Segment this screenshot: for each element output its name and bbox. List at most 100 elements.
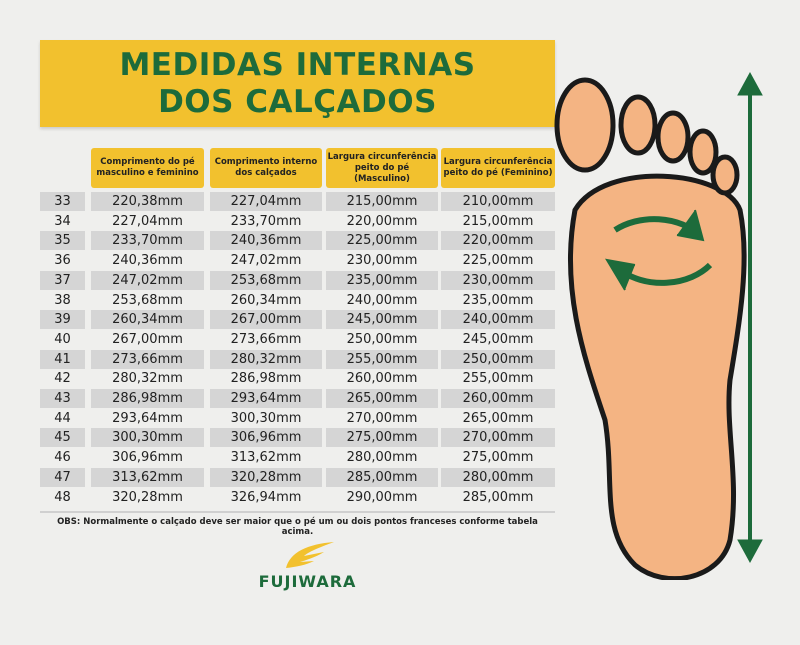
- cell-width-female: 285,00mm: [462, 489, 534, 505]
- cell-width-female: 210,00mm: [441, 192, 555, 211]
- title-line-1: MEDIDAS INTERNAS: [119, 46, 476, 83]
- cell-inner-length: 253,68mm: [210, 270, 322, 290]
- cell-size: 43: [40, 389, 85, 408]
- cell-inner-length: 240,36mm: [210, 231, 322, 251]
- cell-width-male: 250,00mm: [346, 331, 418, 347]
- cell-width-male: 220,00mm: [346, 213, 418, 229]
- cell-inner-length: 326,94mm: [230, 489, 302, 505]
- cell-foot-length: 240,36mm: [112, 253, 183, 269]
- cell-foot-length: 306,96mm: [112, 450, 183, 466]
- cell-foot-length: 253,68mm: [112, 292, 183, 308]
- cell-size: 33: [40, 192, 85, 211]
- cell-size: 40: [54, 331, 71, 347]
- cell-size: 42: [54, 371, 71, 387]
- note: OBS: Normalmente o calçado deve ser maio…: [40, 511, 555, 537]
- table-row: 34 227,04mm 233,70mm 220,00mm 215,00mm: [40, 212, 555, 231]
- cell-width-male: 265,00mm: [326, 389, 438, 408]
- cell-width-female: 270,00mm: [441, 428, 555, 448]
- header-shoe-inner-length: Comprimento interno dos calçados: [210, 148, 322, 188]
- cell-width-male: 235,00mm: [326, 270, 438, 290]
- cell-inner-length: 320,28mm: [210, 467, 322, 487]
- cell-width-male: 245,00mm: [326, 310, 438, 330]
- cell-size: 47: [40, 467, 85, 487]
- foot-illustration: [554, 71, 763, 580]
- cell-foot-length: 320,28mm: [112, 489, 183, 505]
- table-row: 36 240,36mm 247,02mm 230,00mm 225,00mm: [40, 251, 555, 270]
- cell-inner-length: 267,00mm: [210, 310, 322, 330]
- table-row: 46 306,96mm 313,62mm 280,00mm 275,00mm: [40, 448, 555, 467]
- cell-foot-length: 280,32mm: [112, 371, 183, 387]
- table-row: 40 267,00mm 273,66mm 250,00mm 245,00mm: [40, 330, 555, 349]
- cell-foot-length: 247,02mm: [91, 270, 204, 290]
- cell-size: 41: [40, 349, 85, 369]
- cell-width-male: 270,00mm: [346, 410, 418, 426]
- cell-inner-length: 300,30mm: [230, 410, 302, 426]
- cell-size: 38: [54, 292, 71, 308]
- table-row: 44 293,64mm 300,30mm 270,00mm 265,00mm: [40, 409, 555, 428]
- table-row: 33 220,38mm 227,04mm 215,00mm 210,00mm: [40, 192, 555, 211]
- table-row: 47 313,62mm 320,28mm 285,00mm 280,00mm: [40, 467, 555, 487]
- cell-width-male: 285,00mm: [326, 467, 438, 487]
- table-row: 41 273,66mm 280,32mm 255,00mm 250,00mm: [40, 349, 555, 369]
- foot-sole-icon: [554, 77, 747, 580]
- cell-width-female: 265,00mm: [462, 410, 534, 426]
- table-row: 42 280,32mm 286,98mm 260,00mm 255,00mm: [40, 369, 555, 388]
- wing-logo-icon: [285, 542, 334, 568]
- cell-width-female: 245,00mm: [462, 331, 534, 347]
- table-row: 43 286,98mm 293,64mm 265,00mm 260,00mm: [40, 389, 555, 408]
- cell-inner-length: 280,32mm: [210, 349, 322, 369]
- cell-width-female: 240,00mm: [441, 310, 555, 330]
- cell-inner-length: 306,96mm: [210, 428, 322, 448]
- cell-inner-length: 260,34mm: [230, 292, 302, 308]
- cell-size: 48: [54, 489, 71, 505]
- cell-width-female: 225,00mm: [462, 253, 534, 269]
- cell-foot-length: 267,00mm: [112, 331, 183, 347]
- header-foot-length: Comprimento do pé masculino e feminino: [91, 148, 204, 188]
- cell-width-female: 215,00mm: [462, 213, 534, 229]
- header-width-male: Largura circunferência peito do pé (Masc…: [326, 148, 438, 188]
- cell-foot-length: 313,62mm: [91, 467, 204, 487]
- cell-width-female: 235,00mm: [462, 292, 534, 308]
- table-row: 45 300,30mm 306,96mm 275,00mm 270,00mm: [40, 428, 555, 448]
- cell-width-female: 220,00mm: [441, 231, 555, 251]
- cell-foot-length: 300,30mm: [91, 428, 204, 448]
- double-arrow-vertical-icon: [737, 71, 763, 564]
- circular-arrows-icon: [605, 209, 713, 291]
- cell-foot-length: 260,34mm: [91, 310, 204, 330]
- cell-inner-length: 233,70mm: [230, 213, 302, 229]
- logo-text: FUJIWARA: [258, 572, 357, 591]
- cell-width-male: 225,00mm: [326, 231, 438, 251]
- cell-size: 34: [54, 213, 71, 229]
- cell-width-male: 280,00mm: [346, 450, 418, 466]
- cell-width-female: 255,00mm: [462, 371, 534, 387]
- cell-width-male: 260,00mm: [346, 371, 418, 387]
- title-banner: MEDIDAS INTERNAS DOS CALÇADOS: [40, 40, 555, 127]
- cell-inner-length: 227,04mm: [210, 192, 322, 211]
- cell-size: 35: [40, 231, 85, 251]
- table-row: 35 233,70mm 240,36mm 225,00mm 220,00mm: [40, 231, 555, 251]
- cell-inner-length: 273,66mm: [230, 331, 302, 347]
- cell-foot-length: 220,38mm: [91, 192, 204, 211]
- table-row: 39 260,34mm 267,00mm 245,00mm 240,00mm: [40, 310, 555, 330]
- cell-foot-length: 233,70mm: [91, 231, 204, 251]
- cell-width-male: 215,00mm: [326, 192, 438, 211]
- title-line-2: DOS CALÇADOS: [158, 83, 437, 120]
- table-row: 38 253,68mm 260,34mm 240,00mm 235,00mm: [40, 291, 555, 310]
- cell-foot-length: 273,66mm: [91, 349, 204, 369]
- cell-size: 44: [54, 410, 71, 426]
- cell-width-male: 230,00mm: [346, 253, 418, 269]
- cell-size: 36: [54, 253, 71, 269]
- cell-foot-length: 227,04mm: [112, 213, 183, 229]
- cell-width-female: 250,00mm: [441, 349, 555, 369]
- cell-width-male: 290,00mm: [346, 489, 418, 505]
- cell-inner-length: 293,64mm: [210, 389, 322, 408]
- cell-width-female: 275,00mm: [462, 450, 534, 466]
- cell-size: 37: [40, 270, 85, 290]
- cell-size: 46: [54, 450, 71, 466]
- cell-inner-length: 286,98mm: [230, 371, 302, 387]
- cell-width-male: 240,00mm: [346, 292, 418, 308]
- cell-size: 45: [40, 428, 85, 448]
- cell-inner-length: 247,02mm: [230, 253, 302, 269]
- cell-inner-length: 313,62mm: [230, 450, 302, 466]
- cell-width-female: 260,00mm: [441, 389, 555, 408]
